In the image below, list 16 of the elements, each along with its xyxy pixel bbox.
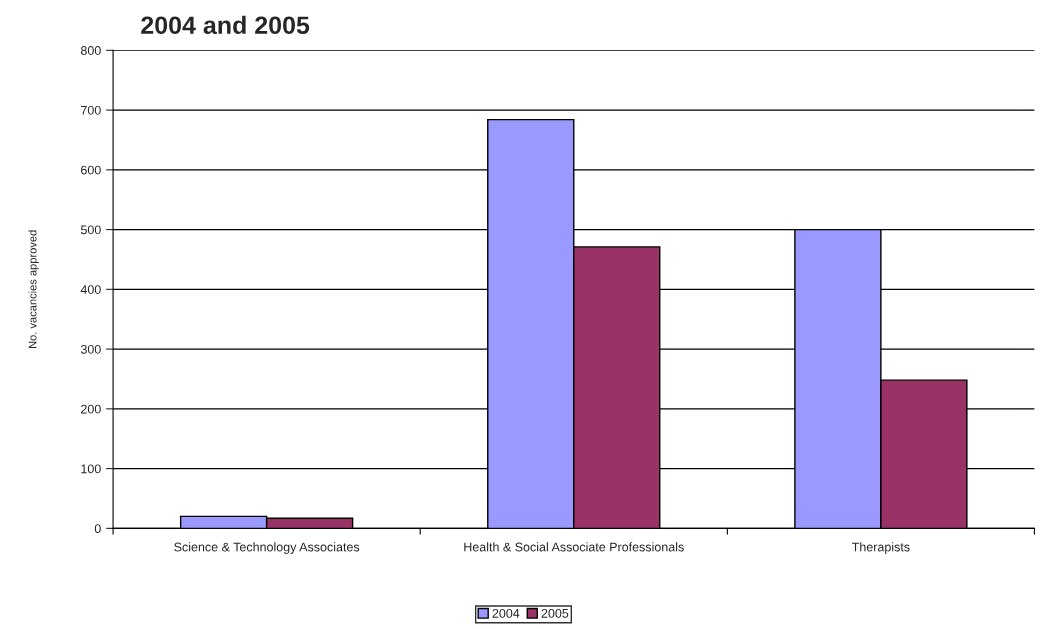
y-axis-title: No. vacancies approved <box>28 230 39 349</box>
y-tick-label: 100 <box>81 464 101 474</box>
x-tick-label: Science & Technology Associates <box>174 542 360 554</box>
y-tick-label: 0 <box>94 524 101 534</box>
y-tick-label: 200 <box>81 404 101 414</box>
y-tick-label: 300 <box>80 344 101 354</box>
legend-label: 2004 <box>492 608 520 618</box>
y-tick-label: 400 <box>80 285 101 294</box>
y-tick-label: 600 <box>81 165 101 175</box>
y-tick-label: 800 <box>80 46 101 55</box>
chart-title: 2004 and 2005 <box>141 15 310 35</box>
legend-label: 2005 <box>541 608 569 618</box>
x-tick-label: Therapists <box>851 542 910 554</box>
y-tick-label: 700 <box>81 105 101 115</box>
x-tick-label: Health & Social Associate Professionals <box>464 542 684 552</box>
y-tick-label: 500 <box>80 225 101 235</box>
